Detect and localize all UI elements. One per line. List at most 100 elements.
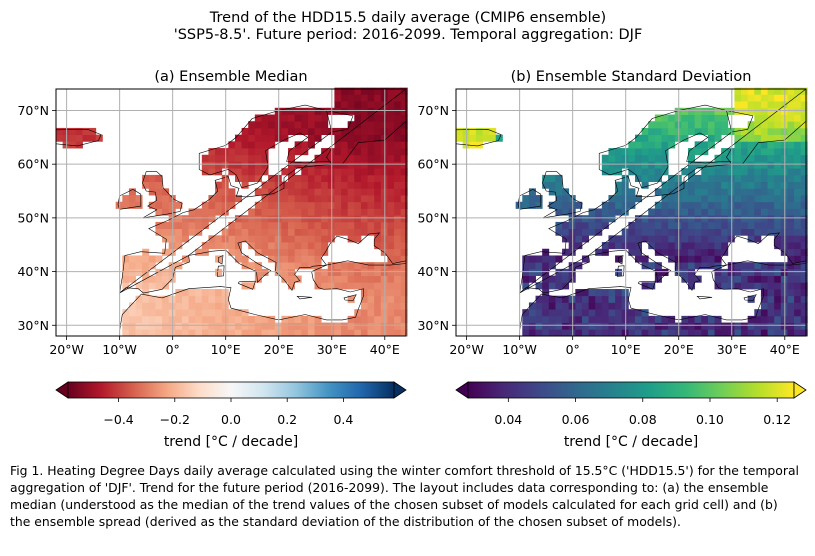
grid-cell bbox=[681, 134, 689, 142]
grid-cell bbox=[707, 181, 715, 189]
grid-cell bbox=[387, 295, 395, 303]
grid-cell bbox=[307, 188, 315, 196]
grid-cell bbox=[767, 161, 775, 169]
grid-cell bbox=[787, 322, 795, 330]
grid-cell bbox=[301, 242, 309, 250]
grid-cell bbox=[542, 174, 550, 183]
grid-cell bbox=[714, 107, 722, 115]
grid-cell bbox=[215, 315, 223, 323]
grid-cell bbox=[360, 168, 368, 176]
grid-cell bbox=[208, 195, 216, 203]
median-colorbar-extend-high bbox=[393, 381, 407, 399]
grid-cell bbox=[747, 94, 755, 102]
grid-cell bbox=[294, 315, 302, 323]
grid-cell bbox=[321, 114, 329, 122]
grid-cell bbox=[394, 161, 402, 169]
grid-cell bbox=[374, 188, 382, 196]
grid-cell bbox=[668, 235, 676, 243]
grid-cell bbox=[347, 141, 355, 149]
grid-cell bbox=[215, 195, 223, 203]
grid-cell bbox=[208, 154, 216, 162]
grid-cell bbox=[234, 195, 243, 203]
grid-cell bbox=[548, 275, 556, 283]
grid-cell bbox=[148, 181, 156, 189]
coastline bbox=[56, 128, 102, 147]
grid-cell bbox=[374, 94, 382, 102]
grid-cell bbox=[228, 309, 236, 317]
grid-cell bbox=[555, 228, 563, 236]
y-tick-label: 30°N bbox=[17, 318, 49, 333]
grid-cell bbox=[195, 309, 203, 317]
grid-cell bbox=[800, 127, 808, 136]
grid-cell bbox=[347, 282, 355, 290]
grid-cell bbox=[800, 322, 808, 330]
grid-cell bbox=[400, 289, 408, 297]
grid-cell bbox=[767, 107, 775, 115]
grid-cell bbox=[400, 302, 408, 310]
grid-cell bbox=[522, 195, 530, 203]
grid-cell bbox=[215, 289, 223, 297]
std-x-ticks: 20°W 10°W 0° 10°E 20°E 30°E 40°E bbox=[449, 336, 800, 357]
grid-cell bbox=[347, 315, 355, 323]
grid-cell bbox=[228, 201, 236, 209]
grid-cell bbox=[314, 181, 322, 189]
grid-cell bbox=[754, 235, 762, 243]
grid-cell bbox=[215, 208, 223, 216]
grid-cell bbox=[548, 295, 556, 303]
grid-cell bbox=[400, 188, 408, 196]
grid-cell bbox=[188, 215, 196, 223]
grid-cell bbox=[747, 208, 755, 216]
grid-cell bbox=[767, 174, 775, 183]
grid-cell bbox=[347, 161, 355, 169]
grid-cell bbox=[754, 141, 762, 149]
grid-cell bbox=[714, 201, 722, 209]
grid-cell bbox=[528, 322, 536, 330]
grid-cell bbox=[648, 141, 656, 149]
grid-cell bbox=[774, 141, 782, 149]
grid-cell bbox=[281, 215, 289, 223]
grid-cell bbox=[694, 228, 702, 236]
grid-cell bbox=[400, 94, 408, 102]
grid-cell bbox=[661, 195, 669, 203]
grid-cell bbox=[288, 248, 296, 256]
grid-cell bbox=[747, 87, 755, 95]
grid-cell bbox=[475, 141, 483, 149]
grid-cell bbox=[555, 268, 563, 276]
x-tick-label: 40°E bbox=[770, 342, 800, 357]
grid-cell bbox=[201, 208, 209, 216]
grid-cell bbox=[688, 148, 696, 156]
grid-cell bbox=[341, 107, 349, 115]
grid-cell bbox=[268, 221, 276, 230]
coastline bbox=[119, 255, 190, 294]
grid-cell bbox=[360, 94, 368, 102]
grid-cell bbox=[787, 248, 795, 256]
grid-cell bbox=[721, 195, 729, 203]
grid-cell bbox=[774, 221, 782, 230]
grid-cell bbox=[787, 242, 795, 250]
grid-cell bbox=[774, 87, 782, 95]
grid-cell bbox=[360, 127, 368, 136]
grid-cell bbox=[694, 107, 702, 115]
grid-cell bbox=[800, 302, 808, 310]
grid-cell bbox=[400, 329, 408, 337]
grid-cell bbox=[367, 208, 375, 216]
grid-cell bbox=[268, 195, 276, 203]
grid-cell bbox=[688, 262, 696, 270]
grid-cell bbox=[734, 215, 742, 223]
grid-cell bbox=[367, 282, 375, 290]
grid-cell bbox=[248, 221, 256, 230]
grid-cell bbox=[615, 309, 623, 317]
grid-cell bbox=[628, 309, 636, 317]
grid-cell bbox=[367, 322, 375, 330]
grid-cell bbox=[294, 121, 302, 129]
grid-cell bbox=[800, 134, 808, 142]
grid-cell bbox=[387, 94, 395, 102]
grid-cell bbox=[268, 134, 276, 142]
grid-cell bbox=[741, 195, 749, 203]
grid-cell bbox=[794, 161, 802, 169]
grid-cell bbox=[707, 134, 715, 142]
grid-cell bbox=[760, 262, 768, 270]
grid-cell bbox=[387, 168, 395, 176]
coastline bbox=[617, 255, 624, 265]
x-tick-label: 20°E bbox=[664, 342, 694, 357]
